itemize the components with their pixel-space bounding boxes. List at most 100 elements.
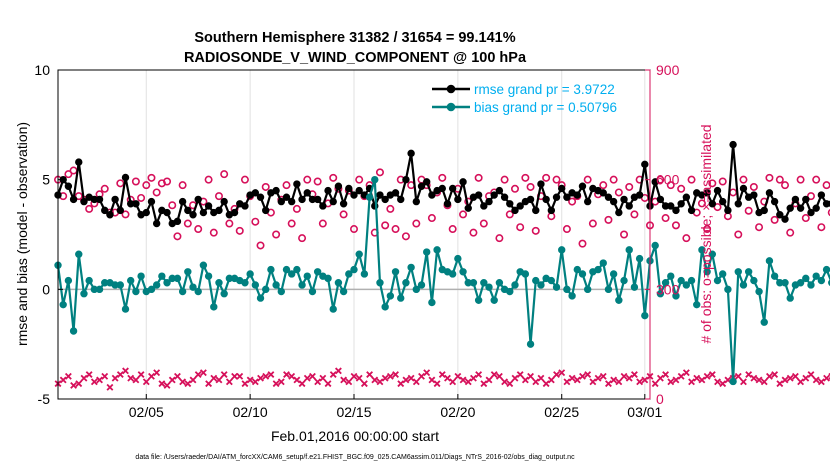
rmse-point xyxy=(724,206,732,215)
assimilated-obs-marker xyxy=(547,376,555,384)
assimilated-obs-marker xyxy=(672,376,680,384)
bias-point xyxy=(282,265,291,274)
rmse-point xyxy=(563,193,571,201)
possible-obs-marker xyxy=(272,230,281,239)
rmse-point xyxy=(173,217,182,226)
possible-obs-marker xyxy=(531,226,540,235)
x-tick-label: 02/15 xyxy=(336,404,371,420)
rmse-point xyxy=(760,206,768,215)
bias-point xyxy=(760,318,768,326)
bias-point xyxy=(796,279,805,287)
assimilated-obs-marker xyxy=(371,376,379,384)
assimilated-obs-marker xyxy=(257,374,264,382)
assimilated-obs-marker xyxy=(433,380,441,388)
possible-obs-marker xyxy=(770,215,779,224)
possible-obs-marker xyxy=(214,192,223,201)
bias-point xyxy=(713,276,722,285)
assimilated-obs-marker xyxy=(215,376,223,384)
x-tick-label: 02/25 xyxy=(544,404,579,420)
assimilated-obs-marker xyxy=(740,378,747,386)
bias-point xyxy=(391,268,400,276)
chart-title-line1: Southern Hemisphere 31382 / 31654 = 99.1… xyxy=(194,30,515,46)
assimilated-obs-marker xyxy=(288,372,296,380)
grid-layer xyxy=(145,70,646,399)
rmse-point xyxy=(573,191,581,199)
rmse-point xyxy=(251,189,260,197)
assimilated-obs-marker xyxy=(241,380,249,388)
bias-point xyxy=(547,276,556,285)
bias-point xyxy=(604,285,613,294)
possible-obs-marker xyxy=(562,225,571,234)
assimilated-obs-marker xyxy=(781,376,789,384)
possible-obs-marker xyxy=(801,214,810,223)
rmse-point xyxy=(189,211,197,219)
rmse-point xyxy=(443,200,452,208)
rmse-point xyxy=(194,195,202,204)
possible-obs-marker xyxy=(427,214,436,223)
bias-point xyxy=(95,285,104,294)
assimilated-obs-marker xyxy=(96,376,103,384)
rmse-point xyxy=(750,191,758,199)
bias-point xyxy=(817,276,826,285)
rmse-point xyxy=(506,200,514,208)
assimilated-obs-marker xyxy=(615,378,623,386)
bias-point xyxy=(552,283,561,291)
bias-point xyxy=(293,265,301,274)
assimilated-obs-marker xyxy=(553,371,560,378)
rmse-point xyxy=(796,204,805,212)
bias-point xyxy=(412,285,421,294)
possible-obs-marker xyxy=(298,234,307,243)
assimilated-obs-marker xyxy=(345,378,353,386)
assimilated-obs-marker xyxy=(225,378,233,386)
rmse-point xyxy=(547,206,556,215)
rmse-point xyxy=(739,184,748,193)
rmse-point xyxy=(80,197,88,206)
bias-point xyxy=(573,265,581,274)
rmse-point xyxy=(339,200,348,208)
assimilated-obs-marker xyxy=(532,378,540,386)
rmse-point xyxy=(672,206,680,215)
bias-point xyxy=(786,294,794,302)
bias-point xyxy=(594,265,602,274)
assimilated-obs-marker xyxy=(776,380,784,388)
rmse-point xyxy=(656,195,665,204)
rmse-point xyxy=(319,202,327,210)
possible-obs-marker xyxy=(386,204,395,213)
bias-point xyxy=(339,287,348,296)
rmse-point xyxy=(713,186,722,195)
assimilated-obs-marker xyxy=(309,372,316,380)
bias-point xyxy=(59,300,67,309)
bias-point xyxy=(345,270,353,278)
bias-point xyxy=(506,287,514,296)
assimilated-obs-marker xyxy=(438,371,446,378)
rmse-point xyxy=(708,200,717,208)
rmse-point xyxy=(558,184,566,193)
possible-obs-marker xyxy=(355,175,364,184)
assimilated-obs-marker xyxy=(194,371,202,378)
bias-point xyxy=(402,279,410,287)
assimilated-obs-marker xyxy=(251,378,259,386)
bias-point xyxy=(308,287,317,296)
assimilated-obs-marker xyxy=(641,376,649,384)
bias-point xyxy=(770,272,779,280)
bias-point xyxy=(158,272,166,280)
rmse-point xyxy=(480,202,488,210)
rmse-point xyxy=(791,195,800,204)
bias-point xyxy=(152,281,161,289)
y-right-tick-label: 600 xyxy=(656,172,680,188)
assimilated-obs-marker xyxy=(423,369,431,377)
assimilated-obs-marker xyxy=(573,376,581,384)
possible-obs-marker xyxy=(318,219,327,228)
assimilated-obs-marker xyxy=(812,376,820,384)
assimilated-obs-marker xyxy=(693,374,701,382)
rmse-point xyxy=(687,206,696,215)
bias-point xyxy=(661,279,670,287)
rmse-point xyxy=(75,158,83,166)
y-left-tick-label: 5 xyxy=(42,172,50,188)
possible-obs-marker xyxy=(749,182,758,191)
assimilated-obs-marker xyxy=(127,374,135,382)
rmse-point xyxy=(423,178,431,186)
bias-point xyxy=(433,246,441,254)
rmse-point xyxy=(454,195,462,204)
assimilated-obs-marker xyxy=(324,380,332,388)
